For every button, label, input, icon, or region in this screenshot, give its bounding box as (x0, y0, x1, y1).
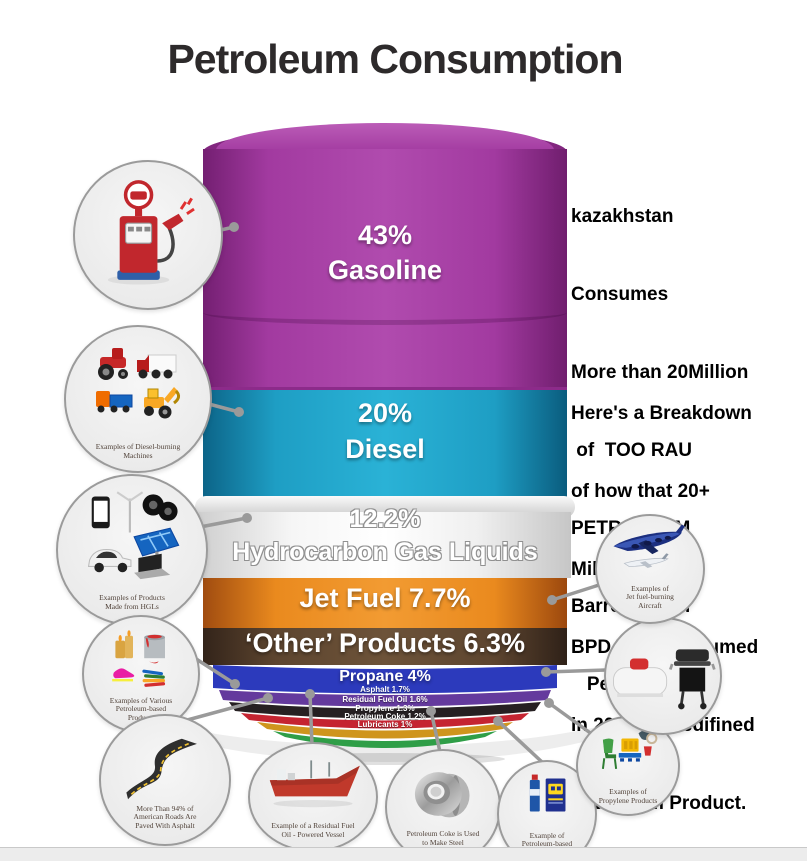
ship-icon (269, 760, 360, 808)
aircraft-icon (613, 524, 685, 569)
side-note-line: kazakhstan (571, 206, 674, 227)
callout-gasoline (73, 160, 223, 310)
gas-pump-icon (107, 180, 195, 285)
residual-label: Residual Fuel Oil 1.6% (342, 695, 428, 704)
diesel-percent-label: 20% (357, 398, 413, 428)
band-asphalt (219, 690, 551, 707)
band-residual (229, 702, 541, 719)
window-bottom-strip (0, 847, 807, 861)
callout-hgl: Examples of Products Made from HGLs (56, 474, 208, 626)
hgl-products-icon (87, 491, 180, 580)
callout-lubricant: Example of Petroleum-based Lubricant (497, 760, 597, 861)
band-coke (257, 722, 513, 739)
callout-caption: Examples of Propylene Products (598, 787, 658, 805)
callout-caption: Examples of Diesel-burning Machines (95, 442, 181, 460)
propylene-products-icon (601, 730, 658, 769)
propane-label: Propane 4% (339, 668, 431, 685)
page-title: Petroleum Consumption (167, 36, 623, 82)
hgl-name-label: Hydrocarbon Gas Liquids (232, 538, 538, 566)
diesel-machines-icon (96, 348, 181, 419)
callout-asphalt: More Than 94% of American Roads Are Pave… (99, 714, 231, 846)
oil-barrel-chart: 43% Gasoline 20% Diesel 12.2% Hydrocarbo… (195, 122, 575, 765)
segment-diesel (203, 387, 567, 503)
callout-various-products: Examples of Various Petroleum-based Prod… (82, 615, 200, 733)
side-note-line: of how that 20+ (571, 481, 710, 502)
side-note-line: of TOO RAU (571, 440, 693, 461)
jet-fuel-label: Jet Fuel 7.7% (299, 583, 471, 613)
steel-ring-icon (414, 772, 470, 818)
callout-jet-aircraft: Examples of Jet fuel-burning Aircraft (595, 514, 705, 624)
callout-caption: Examples of Products Made from HGLs (99, 593, 165, 611)
lubricants-label: Lubricants 1% (357, 720, 413, 729)
callout-caption: Petroleum Coke is Used to Make Steel (406, 829, 480, 847)
callout-caption: Examples of Various Petroleum-based Prod… (109, 695, 173, 722)
callout-caption: Examples of Jet fuel-burning Aircraft (626, 583, 674, 610)
lubricant-can-icon (529, 774, 566, 812)
hgl-percent-label: 12.2% (349, 505, 421, 533)
gasoline-name-label: Gasoline (327, 255, 443, 285)
diesel-name-label: Diesel (345, 434, 425, 464)
petroleum-products-icon (112, 630, 166, 687)
segment-gasoline (203, 149, 567, 387)
callout-caption: More Than 94% of American Roads Are Pave… (133, 803, 197, 830)
side-note-line: Consumes (571, 284, 669, 305)
propylene-label: Propylene 1.3% (355, 704, 415, 713)
barrel-ridge (203, 300, 567, 325)
asphalt-road-icon (126, 738, 197, 800)
callout-diesel: Examples of Diesel-burning Machines (64, 325, 212, 473)
petroleum-coke-label: Petroleum Coke 1.2% (344, 712, 426, 721)
band-propane (213, 665, 557, 694)
segment-other-products (203, 628, 567, 665)
segment-jet-fuel (203, 578, 567, 628)
callout-caption: Example of a Residual Fuel Oil - Powered… (271, 821, 355, 839)
callout-residual-vessel: Example of a Residual Fuel Oil - Powered… (248, 742, 378, 852)
gasoline-percent-label: 43% (357, 220, 413, 250)
segment-hgl (199, 512, 571, 578)
propane-grill-icon (613, 649, 716, 710)
other-products-label: ‘Other’ Products 6.3% (244, 628, 526, 658)
callout-coke-steel: Petroleum Coke is Used to Make Steel (385, 749, 501, 861)
asphalt-label: Asphalt 1.7% (360, 685, 410, 694)
side-note-line: Here's a Breakdown (571, 403, 752, 424)
side-note-line: More than 20Million (571, 362, 749, 383)
callout-propane-grill (604, 617, 722, 735)
